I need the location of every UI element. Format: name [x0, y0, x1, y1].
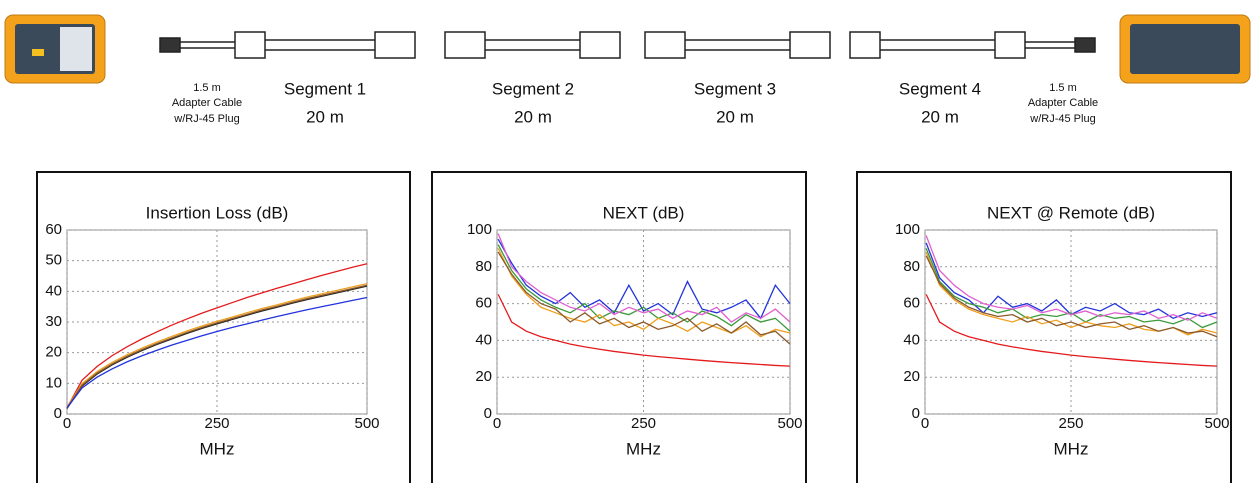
cable	[159, 31, 1096, 59]
series-line	[925, 294, 1218, 367]
adapter-label: Adapter Cable	[1028, 97, 1098, 109]
remote-tester	[1119, 14, 1251, 84]
segment-name: Segment 1	[284, 79, 366, 98]
chart-title: NEXT @ Remote (dB)	[987, 203, 1155, 222]
series-line	[497, 244, 791, 332]
series-line	[925, 235, 1218, 321]
y-tick-label: 60	[45, 221, 62, 238]
y-tick-label: 20	[475, 368, 492, 385]
x-tick-label: 500	[777, 415, 802, 432]
y-tick-label: 100	[467, 221, 492, 238]
x-tick-label: 500	[1204, 415, 1229, 432]
y-tick-label: 60	[903, 295, 920, 312]
panel-frame	[856, 171, 1232, 483]
adapter-label: Adapter Cable	[172, 97, 242, 109]
segment-length: 20 m	[716, 107, 754, 126]
chart-title: NEXT (dB)	[603, 203, 685, 222]
x-axis-label: MHz	[200, 439, 235, 458]
series-line	[497, 294, 791, 367]
panel-frame	[431, 171, 807, 483]
adapter-label: 1.5 m	[193, 82, 221, 94]
series-line	[66, 296, 368, 409]
segment-name: Segment 3	[694, 79, 776, 98]
y-tick-label: 0	[912, 405, 920, 422]
adapter-label: w/RJ-45 Plug	[173, 113, 239, 125]
y-tick-label: 0	[54, 405, 62, 422]
y-tick-label: 20	[45, 344, 62, 361]
adapter-label: w/RJ-45 Plug	[1029, 113, 1095, 125]
x-tick-label: 250	[631, 415, 656, 432]
series-line	[497, 238, 791, 320]
y-tick-label: 50	[45, 252, 62, 269]
series-line	[66, 285, 368, 409]
x-tick-label: 250	[204, 415, 229, 432]
series-line	[497, 233, 791, 323]
series-line	[497, 248, 791, 338]
y-tick-label: 40	[903, 331, 920, 348]
y-tick-label: 0	[484, 405, 492, 422]
segment-length: 20 m	[514, 107, 552, 126]
adapter-label: 1.5 m	[1049, 82, 1077, 94]
segment-name: Segment 4	[899, 79, 981, 98]
y-tick-label: 60	[475, 295, 492, 312]
x-tick-label: 500	[354, 415, 379, 432]
x-axis-label: MHz	[626, 439, 661, 458]
x-tick-label: 250	[1058, 415, 1083, 432]
series-line	[925, 248, 1218, 329]
x-tick-label: 0	[493, 415, 501, 432]
y-tick-label: 80	[475, 258, 492, 275]
series-line	[66, 263, 368, 409]
chart-title: Insertion Loss (dB)	[146, 203, 289, 222]
x-tick-label: 0	[63, 415, 71, 432]
y-tick-label: 80	[903, 258, 920, 275]
series-line	[66, 283, 368, 408]
series-line	[925, 255, 1218, 338]
y-tick-label: 20	[903, 368, 920, 385]
y-tick-label: 100	[895, 221, 920, 238]
segment-name: Segment 2	[492, 79, 574, 98]
segment-length: 20 m	[306, 107, 344, 126]
series-line	[497, 251, 791, 345]
series-line	[66, 284, 368, 409]
segment-length: 20 m	[921, 107, 959, 126]
panel-frame	[36, 171, 411, 483]
main-tester	[4, 14, 106, 84]
y-tick-label: 30	[45, 313, 62, 330]
x-tick-label: 0	[921, 415, 929, 432]
y-tick-label: 10	[45, 374, 62, 391]
y-tick-label: 40	[45, 282, 62, 299]
y-tick-label: 40	[475, 331, 492, 348]
x-axis-label: MHz	[1054, 439, 1089, 458]
